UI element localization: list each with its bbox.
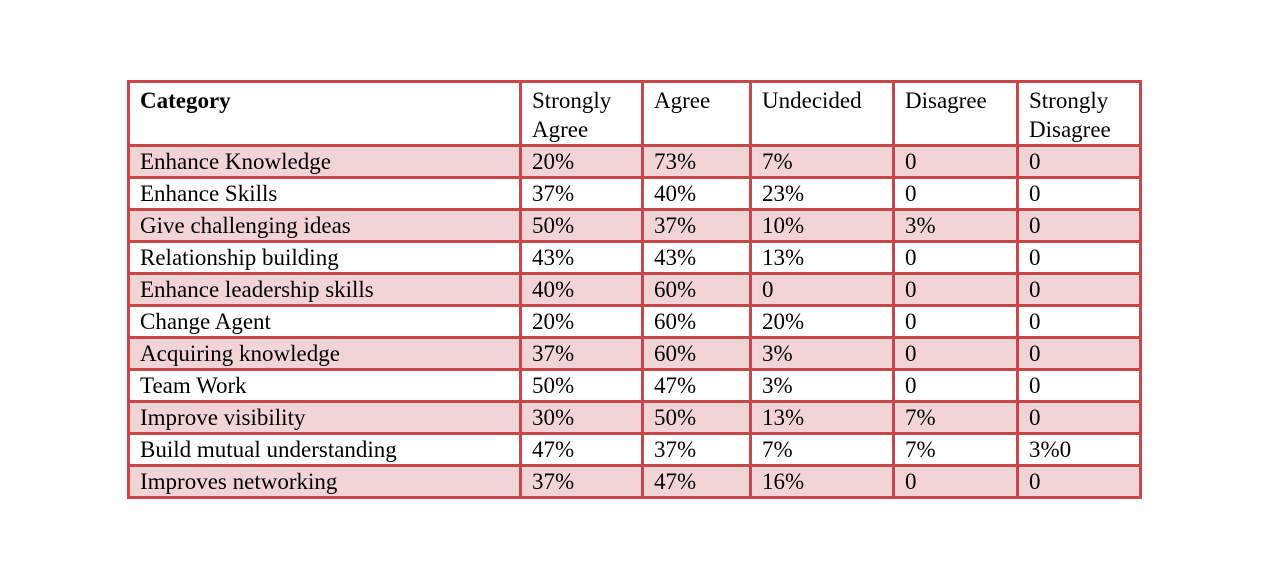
agree-cell: 40% [641, 176, 752, 211]
disagree-cell: 0 [892, 144, 1019, 179]
table-header-row: Category Strongly Agree Agree Undecided … [127, 80, 1142, 147]
header-strongly-disagree: Strongly Disagree [1016, 80, 1142, 147]
undecided-cell: 10% [749, 208, 895, 243]
strongly-disagree-cell: 3%0 [1016, 432, 1142, 467]
table-row: Change Agent 20% 60% 20% 0 0 [127, 304, 1142, 339]
undecided-cell: 7% [749, 144, 895, 179]
strongly-agree-cell: 30% [519, 400, 644, 435]
strongly-disagree-cell: 0 [1016, 304, 1142, 339]
strongly-agree-cell: 40% [519, 272, 644, 307]
disagree-cell: 0 [892, 368, 1019, 403]
strongly-disagree-cell: 0 [1016, 176, 1142, 211]
disagree-cell: 0 [892, 272, 1019, 307]
disagree-cell: 0 [892, 176, 1019, 211]
category-cell: Improves networking [127, 464, 522, 499]
strongly-agree-cell: 37% [519, 176, 644, 211]
disagree-cell: 3% [892, 208, 1019, 243]
strongly-disagree-cell: 0 [1016, 464, 1142, 499]
strongly-agree-cell: 43% [519, 240, 644, 275]
table-row: Build mutual understanding 47% 37% 7% 7%… [127, 432, 1142, 467]
table-row: Improve visibility 30% 50% 13% 7% 0 [127, 400, 1142, 435]
undecided-cell: 13% [749, 400, 895, 435]
header-category: Category [127, 80, 522, 147]
category-cell: Enhance Knowledge [127, 144, 522, 179]
strongly-agree-cell: 50% [519, 368, 644, 403]
strongly-agree-cell: 47% [519, 432, 644, 467]
header-strongly-agree: Strongly Agree [519, 80, 644, 147]
table-row: Acquiring knowledge 37% 60% 3% 0 0 [127, 336, 1142, 371]
table-row: Enhance Knowledge 20% 73% 7% 0 0 [127, 144, 1142, 179]
category-cell: Relationship building [127, 240, 522, 275]
strongly-agree-cell: 37% [519, 464, 644, 499]
header-undecided: Undecided [749, 80, 895, 147]
strongly-agree-cell: 50% [519, 208, 644, 243]
strongly-disagree-cell: 0 [1016, 368, 1142, 403]
table-row: Improves networking 37% 47% 16% 0 0 [127, 464, 1142, 499]
category-cell: Enhance Skills [127, 176, 522, 211]
table-row: Enhance leadership skills 40% 60% 0 0 0 [127, 272, 1142, 307]
undecided-cell: 23% [749, 176, 895, 211]
category-cell: Enhance leadership skills [127, 272, 522, 307]
disagree-cell: 0 [892, 240, 1019, 275]
survey-results-table: Category Strongly Agree Agree Undecided … [127, 80, 1142, 499]
header-disagree: Disagree [892, 80, 1019, 147]
strongly-disagree-cell: 0 [1016, 400, 1142, 435]
agree-cell: 60% [641, 304, 752, 339]
strongly-disagree-cell: 0 [1016, 272, 1142, 307]
strongly-disagree-cell: 0 [1016, 144, 1142, 179]
strongly-disagree-cell: 0 [1016, 240, 1142, 275]
undecided-cell: 7% [749, 432, 895, 467]
strongly-agree-cell: 37% [519, 336, 644, 371]
agree-cell: 43% [641, 240, 752, 275]
category-cell: Improve visibility [127, 400, 522, 435]
agree-cell: 60% [641, 336, 752, 371]
undecided-cell: 13% [749, 240, 895, 275]
agree-cell: 47% [641, 464, 752, 499]
agree-cell: 37% [641, 432, 752, 467]
strongly-agree-cell: 20% [519, 304, 644, 339]
agree-cell: 50% [641, 400, 752, 435]
disagree-cell: 7% [892, 432, 1019, 467]
undecided-cell: 16% [749, 464, 895, 499]
disagree-cell: 0 [892, 336, 1019, 371]
disagree-cell: 0 [892, 464, 1019, 499]
disagree-cell: 7% [892, 400, 1019, 435]
undecided-cell: 3% [749, 368, 895, 403]
table-row: Team Work 50% 47% 3% 0 0 [127, 368, 1142, 403]
table-row: Relationship building 43% 43% 13% 0 0 [127, 240, 1142, 275]
strongly-agree-cell: 20% [519, 144, 644, 179]
agree-cell: 47% [641, 368, 752, 403]
category-cell: Acquiring knowledge [127, 336, 522, 371]
header-agree: Agree [641, 80, 752, 147]
table-body: Enhance Knowledge 20% 73% 7% 0 0 Enhance… [127, 144, 1142, 499]
category-cell: Change Agent [127, 304, 522, 339]
table-row: Give challenging ideas 50% 37% 10% 3% 0 [127, 208, 1142, 243]
agree-cell: 73% [641, 144, 752, 179]
disagree-cell: 0 [892, 304, 1019, 339]
category-cell: Give challenging ideas [127, 208, 522, 243]
category-cell: Team Work [127, 368, 522, 403]
undecided-cell: 0 [749, 272, 895, 307]
agree-cell: 37% [641, 208, 752, 243]
undecided-cell: 20% [749, 304, 895, 339]
strongly-disagree-cell: 0 [1016, 208, 1142, 243]
undecided-cell: 3% [749, 336, 895, 371]
agree-cell: 60% [641, 272, 752, 307]
strongly-disagree-cell: 0 [1016, 336, 1142, 371]
table-row: Enhance Skills 37% 40% 23% 0 0 [127, 176, 1142, 211]
category-cell: Build mutual understanding [127, 432, 522, 467]
